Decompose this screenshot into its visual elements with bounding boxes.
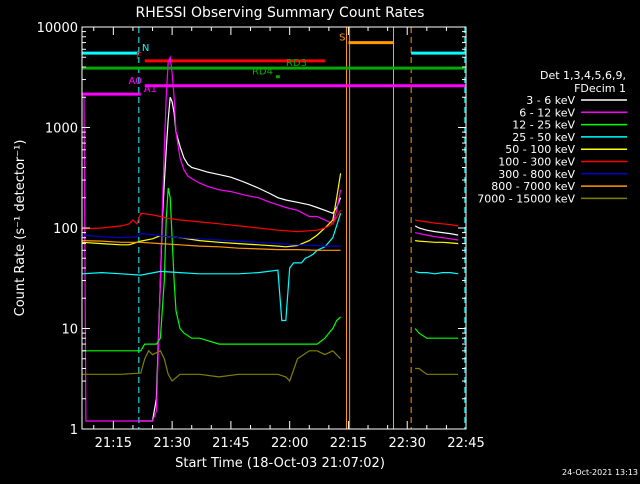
y-tick-label: 1 [70,423,78,438]
legend-label-50-100-kev: 50 - 100 keV [505,143,575,156]
legend-header-line: FDecim 1 [574,82,626,95]
flag-label-rd3: RD3 [286,58,307,69]
series-line-25-50-kev [81,213,342,322]
x-axis-ticks: 21:15 21:30 21:45 22:00 22:15 22:30 22:45 [93,27,485,451]
flag-label-n: N [142,43,149,54]
legend-label-25-50-kev: 25 - 50 keV [512,131,575,144]
flag-label-rd4: RD4 [252,67,273,78]
series-line-300-800-kev [81,232,341,247]
x-tick-label: 21:45 [212,436,249,451]
series-line-12-25-kev [82,187,342,352]
flag-label-a1: A1 [144,84,157,95]
y-tick-label: 10 [61,323,78,338]
series-lines [81,55,459,422]
x-tick-label: 22:00 [271,436,308,451]
footer-timestamp: 24-Oct-2021 13:13 [562,468,638,477]
legend-label-300-800-kev: 300 - 800 keV [498,168,575,181]
y-axis-ticks: 1 10 100 1000 10000 [37,21,466,438]
flag-label-a0: A0 [128,76,141,87]
legend-label-100-300-kev: 100 - 300 keV [498,156,575,169]
series-line-100-300-kev [81,209,342,233]
legend-label-3-6-kev: 3 - 6 keV [526,94,575,107]
chart-title: RHESSI Observing Summary Count Rates [136,5,425,21]
y-tick-label: 100 [53,222,78,237]
x-tick-label: 21:30 [153,436,190,451]
x-tick-label: 21:15 [95,436,132,451]
flag-label-f: F [136,51,142,62]
legend-label-12-25-kev: 12 - 25 keV [512,119,575,132]
series-line-6-12-kev-post-gap [414,232,459,241]
x-axis-label: Start Time (18-Oct-03 21:07:02) [175,456,385,471]
series-line-7000-15000-kev [82,349,342,383]
vertical-markers [81,27,466,429]
legend-label-800-7000-kev: 800 - 7000 keV [491,180,575,193]
legend-label-7000-15000-kev: 7000 - 15000 keV [477,192,575,205]
legend-header-line: Det 1,3,4,5,6,9, [540,69,626,82]
y-tick-label: 10000 [37,21,78,36]
legend-label-6-12-kev: 6 - 12 keV [519,106,575,119]
x-tick-label: 22:15 [330,436,367,451]
series-line-100-300-kev-post-gap [414,219,459,227]
series-line-3-6-kev [138,96,342,422]
y-axis-label: Count Rate (s⁻¹ detector⁻¹) [13,140,28,317]
series-line-12-25-kev-post-gap [414,328,459,339]
y-tick-label: 1000 [45,122,78,137]
series-line-3-6-kev-post-gap [414,225,459,236]
series-line-50-100-kev [81,173,342,248]
series-line-50-100-kev-post-gap [415,240,459,245]
plot-frame [81,26,467,430]
series-line-6-12-kev [82,55,342,422]
series-line-25-50-kev-post-gap [414,270,459,275]
x-tick-label: 22:30 [388,436,425,451]
x-tick-label: 22:45 [447,436,484,451]
series-line-7000-15000-kev-post-gap [415,367,459,375]
flag-label-s: S [339,33,345,44]
series-line-800-7000-kev [81,240,341,251]
